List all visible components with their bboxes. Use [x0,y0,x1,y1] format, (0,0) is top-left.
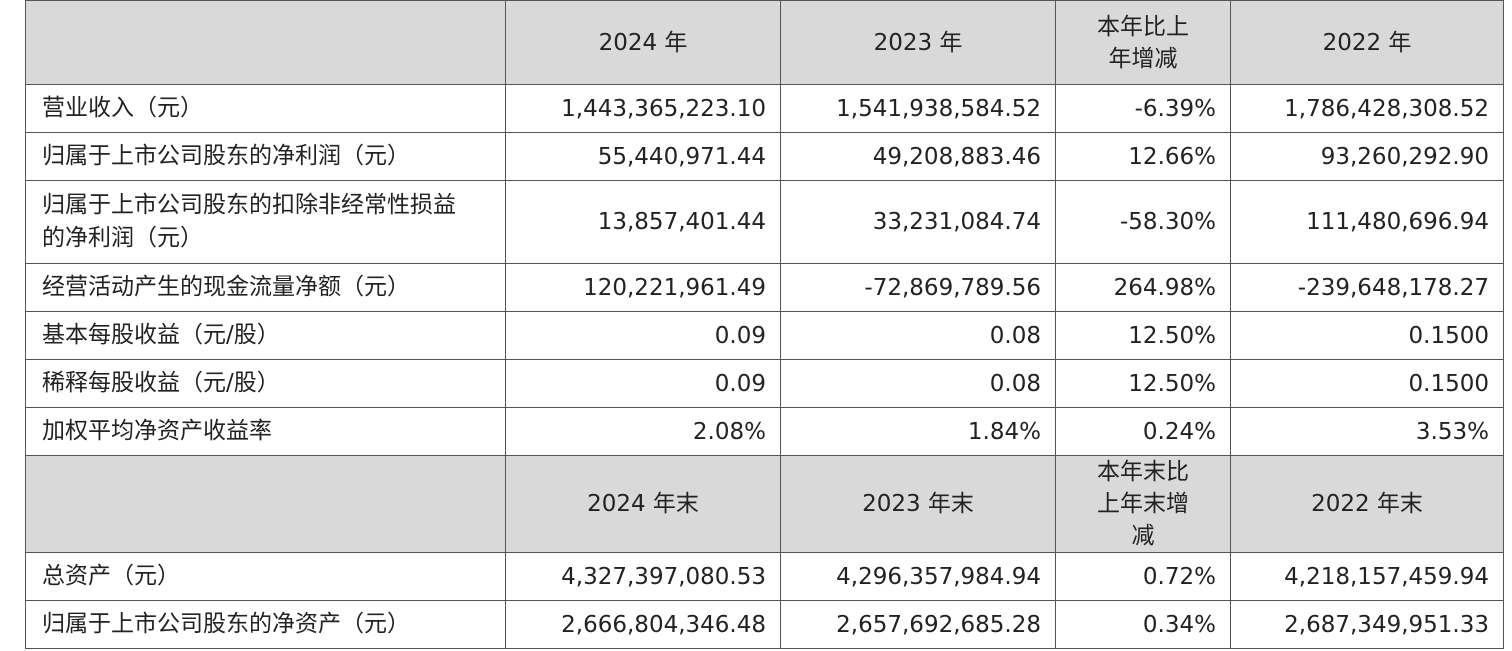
cell-value: 0.09 [505,359,781,408]
table-row: 2024 年末 2023 年末 本年末比上年末增减 2022 年末 [25,455,1504,553]
table-row: 经营活动产生的现金流量净额（元） 120,221,961.49 -72,869,78… [25,263,1504,312]
column-header: 本年比上年增减 [1055,0,1231,85]
cell-value: 0.24% [1055,407,1231,456]
cell-value: 2.08% [505,407,781,456]
cell-value: 12.66% [1055,132,1231,181]
column-header: 本年末比上年末增减 [1055,455,1231,553]
column-header: 2023 年末 [780,455,1056,553]
cell-value: 4,218,157,459.94 [1230,552,1504,601]
cell-value: 0.09 [505,311,781,360]
table-row: 归属于上市公司股东的净利润（元） 55,440,971.44 49,208,883.… [25,132,1504,181]
cell-value: 264.98% [1055,263,1231,312]
row-label: 加权平均净资产收益率 [25,407,506,456]
cell-value: -58.30% [1055,180,1231,264]
cell-value: 0.34% [1055,600,1231,649]
table-row: 2024 年 2023 年本年比上年增减 2022 年 [25,0,1504,85]
row-label: 营业收入（元） [25,84,506,133]
column-header: 2024 年 [505,0,781,85]
cell-value: 3.53% [1230,407,1504,456]
row-label: 基本每股收益（元/股） [25,311,506,360]
cell-value: 111,480,696.94 [1230,180,1504,264]
cell-value: 55,440,971.44 [505,132,781,181]
table-row: 基本每股收益（元/股） 0.09 0.08 12.50% 0.1500 [25,311,1504,360]
cell-value: 1,541,938,584.52 [780,84,1056,133]
cell-value: 0.1500 [1230,311,1504,360]
cell-value: 33,231,084.74 [780,180,1056,264]
cell-value: 12.50% [1055,359,1231,408]
cell-value: 2,657,692,685.28 [780,600,1056,649]
cell-value: 2,687,349,951.33 [1230,600,1504,649]
cell-value: -239,648,178.27 [1230,263,1504,312]
cell-value: 12.50% [1055,311,1231,360]
cell-value: 13,857,401.44 [505,180,781,264]
cell-value: 93,260,292.90 [1230,132,1504,181]
cell-value: 4,327,397,080.53 [505,552,781,601]
financial-table: 2024 年 2023 年本年比上年增减 2022 年营业收入（元） 1,443,36… [25,0,1504,649]
cell-value: 120,221,961.49 [505,263,781,312]
row-label: 总资产（元） [25,552,506,601]
cell-value: 0.1500 [1230,359,1504,408]
cell-value: 1,786,428,308.52 [1230,84,1504,133]
column-header: 2022 年 [1230,0,1504,85]
cell-value: 4,296,357,984.94 [780,552,1056,601]
row-label: 归属于上市公司股东的扣除非经常性损益的净利润（元） [25,180,506,264]
cell-value: 49,208,883.46 [780,132,1056,181]
table-row: 稀释每股收益（元/股） 0.09 0.08 12.50% 0.1500 [25,359,1504,408]
header-blank [25,455,506,553]
row-label: 归属于上市公司股东的净利润（元） [25,132,506,181]
column-header: 2023 年 [780,0,1056,85]
cell-value: -72,869,789.56 [780,263,1056,312]
cell-value: 1.84% [780,407,1056,456]
column-header: 2022 年末 [1230,455,1504,553]
table-row: 营业收入（元） 1,443,365,223.10 1,541,938,584.52-… [25,84,1504,133]
row-label: 经营活动产生的现金流量净额（元） [25,263,506,312]
cell-value: 0.72% [1055,552,1231,601]
row-label: 归属于上市公司股东的净资产（元） [25,600,506,649]
header-blank [25,0,506,85]
table-row: 加权平均净资产收益率 2.08% 1.84% 0.24% 3.53% [25,407,1504,456]
cell-value: 2,666,804,346.48 [505,600,781,649]
row-label: 稀释每股收益（元/股） [25,359,506,408]
cell-value: 1,443,365,223.10 [505,84,781,133]
table-row: 总资产（元） 4,327,397,080.53 4,296,357,984.94 0.… [25,552,1504,601]
cell-value: -6.39% [1055,84,1231,133]
table-row: 归属于上市公司股东的扣除非经常性损益的净利润（元） 13,857,401.44 33… [25,180,1504,264]
cell-value: 0.08 [780,359,1056,408]
column-header: 2024 年末 [505,455,781,553]
table-row: 归属于上市公司股东的净资产（元） 2,666,804,346.48 2,657,69… [25,600,1504,649]
cell-value: 0.08 [780,311,1056,360]
